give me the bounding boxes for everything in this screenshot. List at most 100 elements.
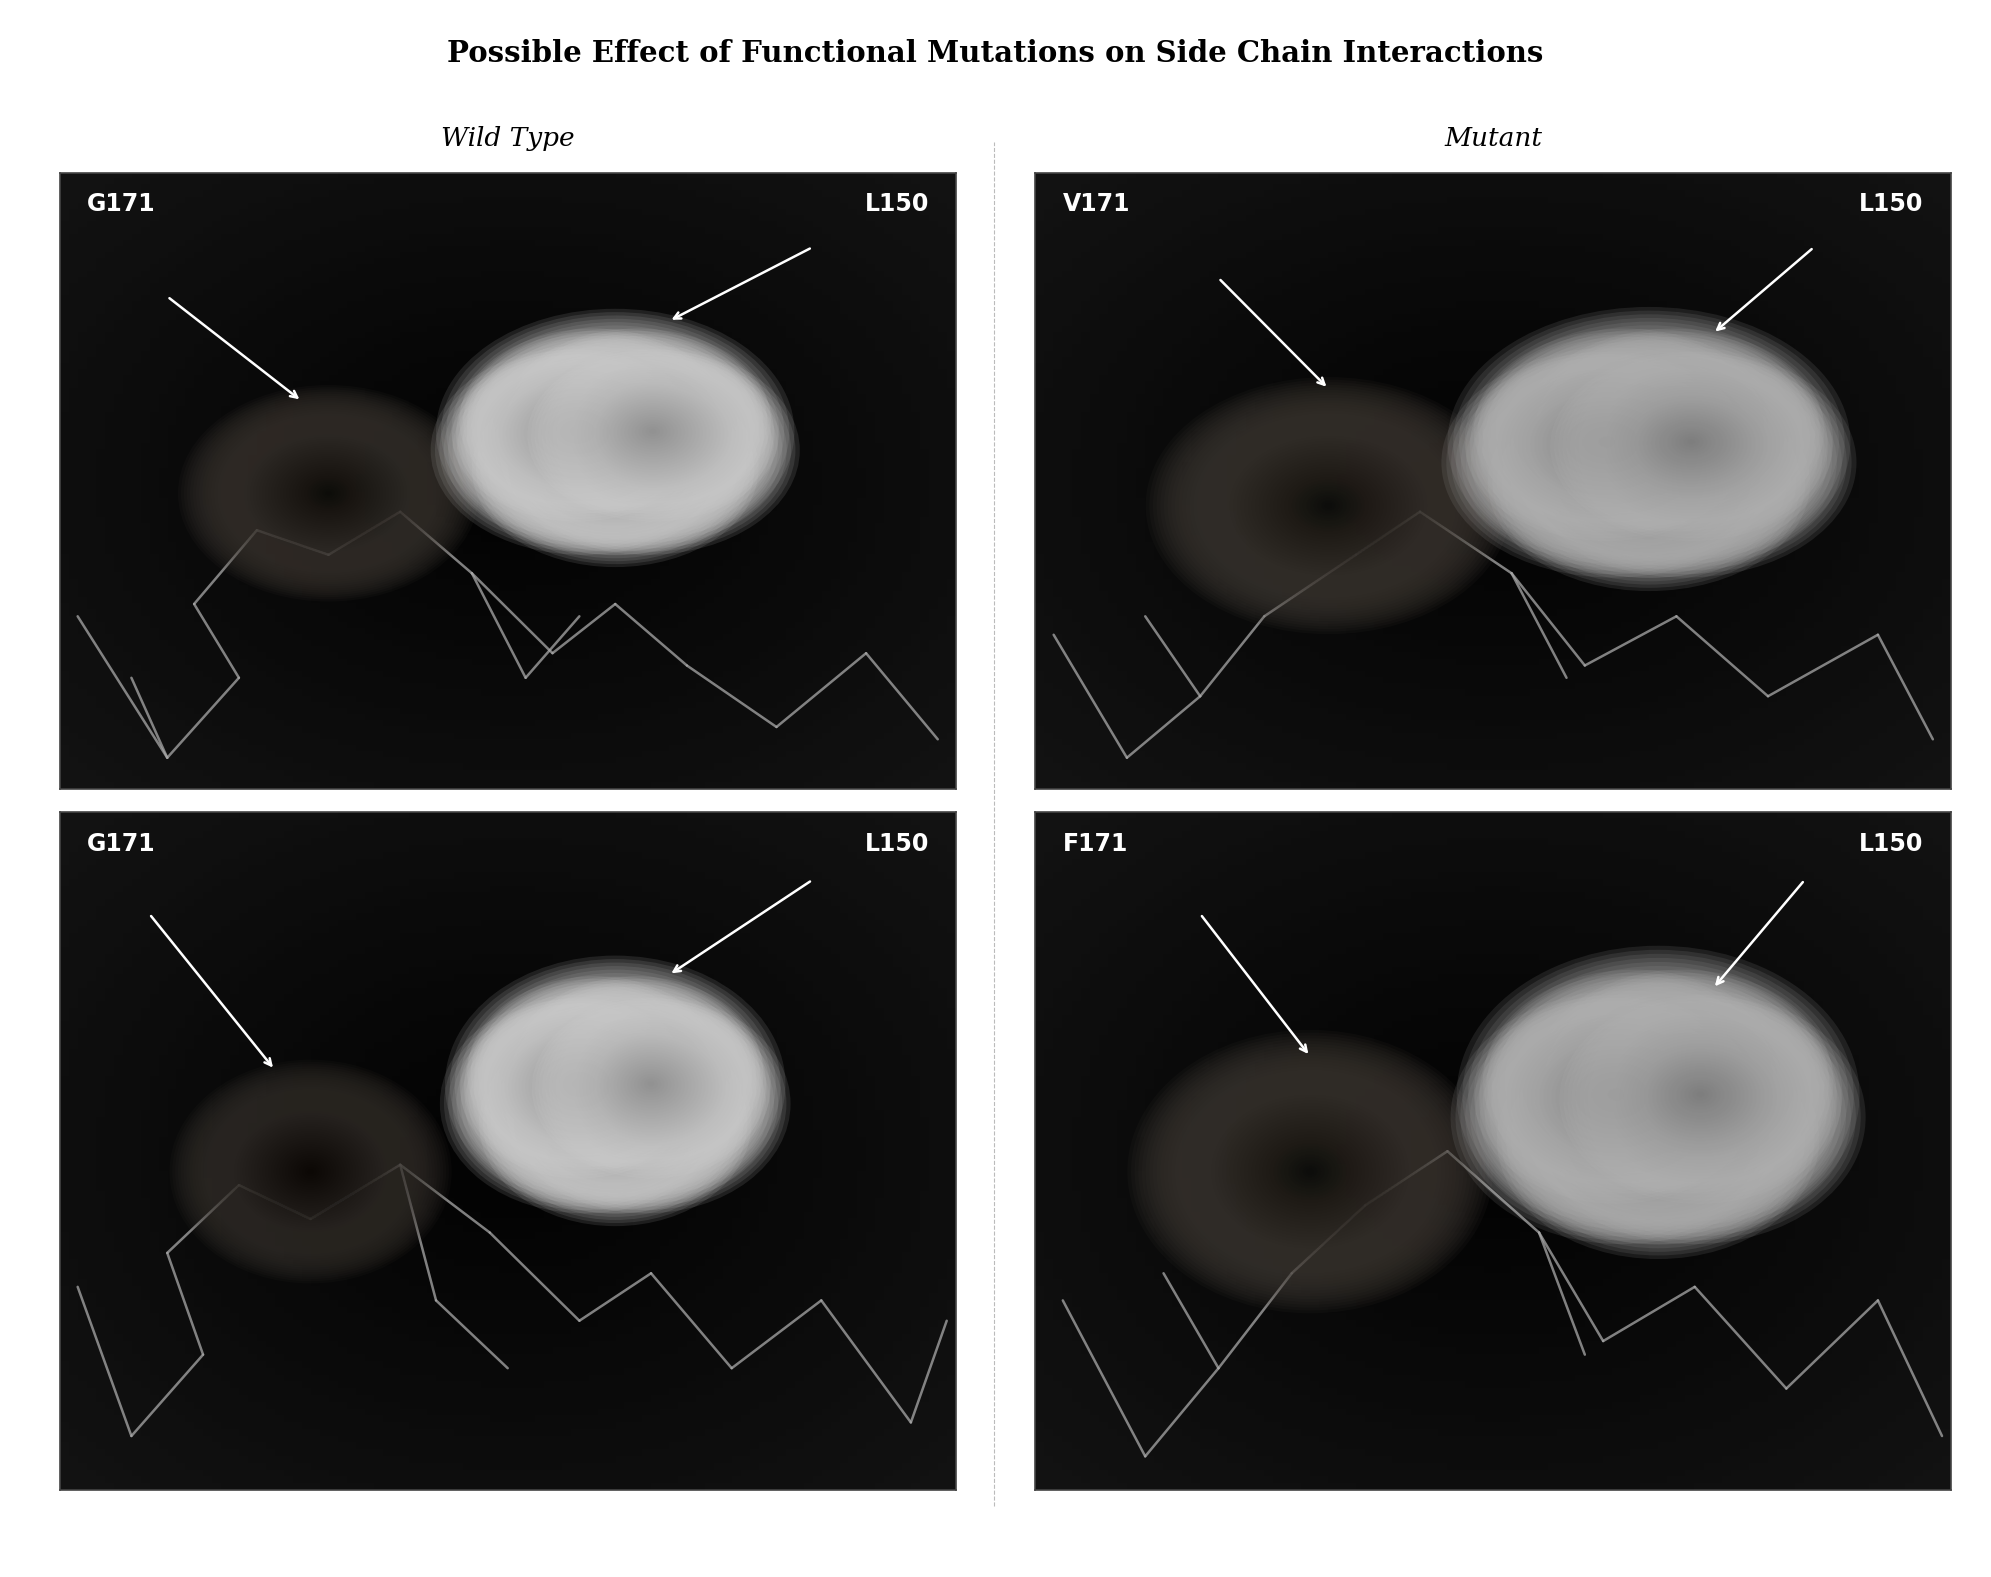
Ellipse shape	[504, 394, 661, 501]
Ellipse shape	[1479, 962, 1836, 1227]
Ellipse shape	[508, 1001, 723, 1162]
Ellipse shape	[613, 1074, 679, 1124]
Ellipse shape	[546, 356, 729, 483]
Ellipse shape	[436, 309, 794, 555]
Ellipse shape	[181, 388, 476, 599]
Ellipse shape	[544, 383, 643, 453]
Ellipse shape	[1288, 478, 1368, 535]
Ellipse shape	[1595, 380, 1788, 509]
Ellipse shape	[1451, 353, 1774, 571]
Ellipse shape	[1493, 336, 1804, 546]
Ellipse shape	[1549, 416, 1676, 501]
Ellipse shape	[1635, 1042, 1730, 1113]
Ellipse shape	[544, 1003, 727, 1140]
Ellipse shape	[1455, 994, 1788, 1240]
Ellipse shape	[647, 1082, 655, 1087]
Ellipse shape	[1254, 1129, 1366, 1214]
Ellipse shape	[1469, 1005, 1774, 1228]
Ellipse shape	[1441, 347, 1784, 577]
Ellipse shape	[1587, 1042, 1682, 1113]
Ellipse shape	[553, 424, 677, 508]
Ellipse shape	[169, 1060, 452, 1284]
Ellipse shape	[607, 1112, 623, 1124]
Ellipse shape	[557, 1076, 673, 1164]
Ellipse shape	[1609, 1025, 1756, 1132]
Ellipse shape	[498, 1035, 733, 1211]
Ellipse shape	[1599, 445, 1700, 513]
Ellipse shape	[563, 1016, 709, 1126]
Ellipse shape	[510, 1042, 721, 1202]
Ellipse shape	[482, 339, 749, 522]
Ellipse shape	[1692, 1088, 1708, 1101]
Ellipse shape	[1175, 397, 1481, 613]
Ellipse shape	[269, 1139, 352, 1205]
Ellipse shape	[1149, 1047, 1471, 1296]
Ellipse shape	[583, 1035, 719, 1139]
Ellipse shape	[1653, 1083, 1664, 1091]
Ellipse shape	[1587, 371, 1760, 486]
Ellipse shape	[478, 1011, 681, 1165]
Ellipse shape	[603, 456, 627, 473]
Ellipse shape	[177, 385, 480, 601]
Ellipse shape	[1647, 432, 1724, 484]
Ellipse shape	[1513, 383, 1700, 506]
Ellipse shape	[482, 987, 709, 1158]
Ellipse shape	[1509, 987, 1760, 1173]
Ellipse shape	[1561, 1066, 1754, 1210]
Ellipse shape	[548, 1071, 621, 1128]
Ellipse shape	[1603, 448, 1694, 509]
Ellipse shape	[625, 413, 681, 453]
Ellipse shape	[520, 984, 753, 1161]
Ellipse shape	[1481, 334, 1768, 525]
Ellipse shape	[1583, 1012, 1818, 1184]
Ellipse shape	[1607, 1049, 1782, 1180]
Ellipse shape	[1244, 1121, 1376, 1222]
Ellipse shape	[1609, 410, 1688, 464]
Ellipse shape	[279, 1146, 342, 1197]
Ellipse shape	[1621, 423, 1629, 427]
Ellipse shape	[633, 1071, 669, 1098]
Ellipse shape	[1641, 1072, 1748, 1153]
Ellipse shape	[561, 1044, 627, 1094]
Ellipse shape	[1599, 1023, 1802, 1173]
Ellipse shape	[1499, 385, 1726, 536]
Ellipse shape	[472, 371, 759, 568]
Ellipse shape	[571, 1047, 659, 1113]
Ellipse shape	[1292, 479, 1366, 531]
Ellipse shape	[1664, 1090, 1724, 1134]
Ellipse shape	[1621, 416, 1748, 501]
Ellipse shape	[1537, 1001, 1852, 1233]
Ellipse shape	[506, 331, 767, 511]
Ellipse shape	[1266, 1137, 1354, 1205]
Ellipse shape	[472, 333, 759, 528]
Ellipse shape	[1641, 472, 1659, 484]
Ellipse shape	[518, 402, 649, 492]
Ellipse shape	[1571, 1027, 1744, 1154]
Ellipse shape	[522, 405, 643, 489]
Ellipse shape	[1179, 1069, 1441, 1274]
Ellipse shape	[635, 437, 661, 454]
Ellipse shape	[1459, 997, 1784, 1236]
Ellipse shape	[1561, 421, 1736, 539]
Ellipse shape	[235, 1112, 386, 1232]
Ellipse shape	[567, 375, 739, 494]
Ellipse shape	[494, 1031, 737, 1214]
Ellipse shape	[649, 429, 657, 434]
Ellipse shape	[1505, 344, 1792, 536]
Ellipse shape	[1565, 356, 1782, 501]
Ellipse shape	[613, 401, 659, 432]
Ellipse shape	[1579, 1069, 1653, 1123]
Ellipse shape	[559, 1012, 713, 1129]
Ellipse shape	[1487, 337, 1762, 522]
Ellipse shape	[1515, 394, 1710, 525]
Ellipse shape	[1567, 1060, 1664, 1132]
Ellipse shape	[1533, 997, 1856, 1236]
Ellipse shape	[534, 995, 739, 1150]
Ellipse shape	[1617, 413, 1754, 505]
Ellipse shape	[542, 358, 765, 511]
Ellipse shape	[1571, 364, 1812, 527]
Ellipse shape	[1613, 1027, 1752, 1129]
Ellipse shape	[245, 1120, 376, 1224]
Ellipse shape	[510, 333, 763, 508]
Ellipse shape	[496, 388, 671, 508]
